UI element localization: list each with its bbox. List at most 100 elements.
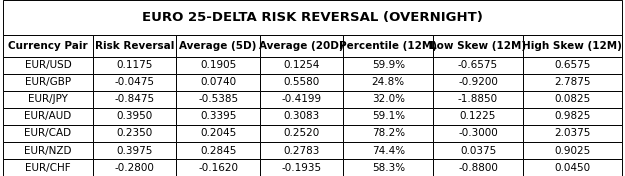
- Bar: [93, 108, 176, 125]
- Bar: [260, 125, 344, 142]
- Bar: [344, 108, 433, 125]
- Bar: [344, 159, 433, 176]
- Text: Average (5D): Average (5D): [179, 41, 257, 51]
- Text: -0.3000: -0.3000: [458, 128, 498, 139]
- Bar: [344, 74, 433, 91]
- Text: High Skew (12M): High Skew (12M): [522, 41, 622, 51]
- Text: 0.1175: 0.1175: [116, 60, 152, 70]
- Bar: [433, 159, 523, 176]
- Text: -0.5385: -0.5385: [198, 94, 238, 104]
- Bar: [433, 108, 523, 125]
- Bar: [433, 142, 523, 159]
- Bar: [523, 57, 622, 74]
- Text: -0.4199: -0.4199: [282, 94, 322, 104]
- Bar: [176, 142, 260, 159]
- Bar: [523, 74, 622, 91]
- Bar: [344, 35, 433, 57]
- Bar: [3, 57, 93, 74]
- Bar: [3, 108, 93, 125]
- Bar: [176, 35, 260, 57]
- Text: 0.6575: 0.6575: [554, 60, 591, 70]
- Bar: [93, 159, 176, 176]
- Bar: [344, 125, 433, 142]
- Text: 0.0450: 0.0450: [554, 163, 591, 173]
- Bar: [3, 74, 93, 91]
- Bar: [93, 57, 176, 74]
- Bar: [433, 74, 523, 91]
- Bar: [523, 125, 622, 142]
- Text: 0.3975: 0.3975: [116, 146, 152, 156]
- Bar: [260, 57, 344, 74]
- Bar: [433, 57, 523, 74]
- Text: -0.0475: -0.0475: [114, 77, 154, 87]
- Text: -0.1620: -0.1620: [198, 163, 238, 173]
- Bar: [260, 159, 344, 176]
- Text: 2.0375: 2.0375: [554, 128, 591, 139]
- Bar: [93, 125, 176, 142]
- Text: 2.7875: 2.7875: [554, 77, 591, 87]
- Bar: [260, 91, 344, 108]
- Text: Average (20D): Average (20D): [259, 41, 344, 51]
- Text: 0.2350: 0.2350: [116, 128, 152, 139]
- Text: 0.3083: 0.3083: [284, 111, 320, 121]
- Bar: [93, 74, 176, 91]
- Text: EUR/USD: EUR/USD: [24, 60, 71, 70]
- Text: -0.9200: -0.9200: [458, 77, 498, 87]
- Text: EUR/CAD: EUR/CAD: [24, 128, 71, 139]
- Text: 59.1%: 59.1%: [372, 111, 405, 121]
- Text: 59.9%: 59.9%: [372, 60, 405, 70]
- Text: 0.2783: 0.2783: [284, 146, 320, 156]
- Text: 0.5580: 0.5580: [284, 77, 320, 87]
- Bar: [93, 91, 176, 108]
- Bar: [523, 142, 622, 159]
- Text: 0.0825: 0.0825: [554, 94, 591, 104]
- Bar: [93, 35, 176, 57]
- Bar: [433, 91, 523, 108]
- Bar: [433, 125, 523, 142]
- Bar: [433, 35, 523, 57]
- Bar: [260, 35, 344, 57]
- Text: -0.8800: -0.8800: [458, 163, 498, 173]
- Bar: [176, 57, 260, 74]
- Bar: [344, 91, 433, 108]
- Text: -1.8850: -1.8850: [458, 94, 498, 104]
- Text: 0.1254: 0.1254: [284, 60, 320, 70]
- Bar: [3, 125, 93, 142]
- Bar: [93, 142, 176, 159]
- Text: Percentile (12M): Percentile (12M): [339, 41, 437, 51]
- Text: 0.2845: 0.2845: [200, 146, 236, 156]
- Text: EURO 25-DELTA RISK REVERSAL (OVERNIGHT): EURO 25-DELTA RISK REVERSAL (OVERNIGHT): [142, 11, 483, 24]
- Text: 0.3395: 0.3395: [200, 111, 236, 121]
- Bar: [176, 91, 260, 108]
- Text: 78.2%: 78.2%: [372, 128, 405, 139]
- Bar: [176, 74, 260, 91]
- Text: -0.6575: -0.6575: [458, 60, 498, 70]
- Text: EUR/GBP: EUR/GBP: [25, 77, 71, 87]
- Text: 0.0375: 0.0375: [460, 146, 496, 156]
- Text: 0.2045: 0.2045: [200, 128, 236, 139]
- Text: EUR/JPY: EUR/JPY: [28, 94, 68, 104]
- Bar: [523, 108, 622, 125]
- Text: -0.2800: -0.2800: [114, 163, 154, 173]
- Bar: [3, 35, 93, 57]
- Bar: [176, 125, 260, 142]
- Text: 0.2520: 0.2520: [284, 128, 320, 139]
- Text: 0.3950: 0.3950: [116, 111, 152, 121]
- Bar: [344, 57, 433, 74]
- Text: 0.9025: 0.9025: [554, 146, 591, 156]
- Text: EUR/AUD: EUR/AUD: [24, 111, 72, 121]
- Bar: [260, 142, 344, 159]
- Bar: [260, 108, 344, 125]
- Text: 0.1905: 0.1905: [200, 60, 236, 70]
- Bar: [344, 142, 433, 159]
- Bar: [3, 0, 622, 35]
- Text: EUR/CHF: EUR/CHF: [25, 163, 71, 173]
- Bar: [3, 159, 93, 176]
- Text: Risk Reversal: Risk Reversal: [95, 41, 174, 51]
- Text: 0.1225: 0.1225: [460, 111, 496, 121]
- Text: -0.8475: -0.8475: [114, 94, 154, 104]
- Text: 0.0740: 0.0740: [200, 77, 236, 87]
- Text: 74.4%: 74.4%: [372, 146, 405, 156]
- Text: 0.9825: 0.9825: [554, 111, 591, 121]
- Bar: [523, 91, 622, 108]
